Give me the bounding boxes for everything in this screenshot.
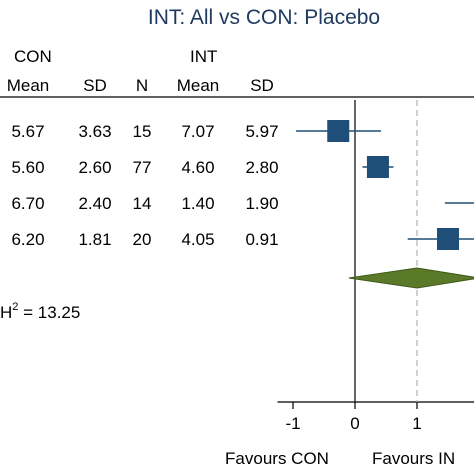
heterogeneity-stat: H2 = 13.25 [0,301,80,322]
chart-title: INT: All vs CON: Placebo [148,6,380,29]
table-cell: 2.40 [78,194,111,213]
effect-marker [327,120,350,142]
table-cell: 15 [133,122,152,141]
x-tick-label: 0 [350,414,359,433]
table-cell: 5.97 [245,122,278,141]
con-group-header: CON [14,47,52,66]
table-cell: 7.07 [181,122,214,141]
table-cell: 20 [133,230,152,249]
table-cell: 77 [133,158,152,177]
int-group-header: INT [190,47,217,66]
table-cell: 14 [133,194,152,213]
table-cell: 2.80 [245,158,278,177]
effect-marker [437,228,459,250]
effect-marker [366,156,389,178]
column-header: Mean [177,76,220,95]
favours-left-label: Favours CON [225,449,329,468]
column-header: SD [83,76,107,95]
table-cell: 5.60 [11,158,44,177]
table-cell: 1.90 [245,194,278,213]
table-cell: 4.60 [181,158,214,177]
table-cell: 6.20 [11,230,44,249]
table-cell: 4.05 [181,230,214,249]
table-cell: 1.81 [78,230,111,249]
column-header: SD [250,76,274,95]
favours-right-label: Favours IN [372,449,455,468]
column-header: Mean [7,76,50,95]
x-tick-label: 1 [412,414,421,433]
column-header: N [136,76,148,95]
table-cell: 6.70 [11,194,44,213]
x-tick-label: -1 [285,414,300,433]
table-cell: 2.60 [78,158,111,177]
overall-diamond [348,267,474,289]
table-cell: 1.40 [181,194,214,213]
table-cell: 0.91 [245,230,278,249]
table-cell: 3.63 [78,122,111,141]
table-cell: 5.67 [11,122,44,141]
